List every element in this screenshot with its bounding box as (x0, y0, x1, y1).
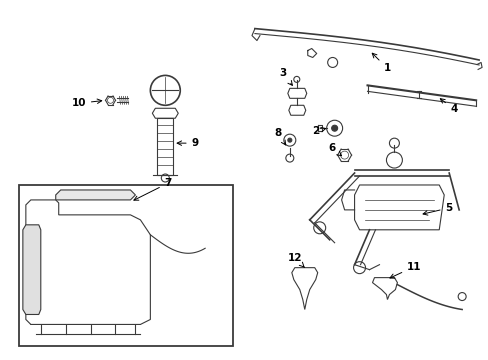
Polygon shape (26, 200, 150, 324)
Text: 6: 6 (327, 143, 341, 156)
Polygon shape (157, 118, 173, 175)
Text: 3: 3 (279, 68, 292, 85)
Polygon shape (291, 268, 317, 310)
Text: 5: 5 (422, 203, 452, 215)
Polygon shape (152, 108, 178, 118)
Polygon shape (288, 105, 305, 115)
Text: 12: 12 (287, 253, 304, 267)
Polygon shape (354, 185, 443, 230)
Polygon shape (56, 190, 135, 200)
Polygon shape (372, 278, 397, 300)
Bar (19, 185, 233, 346)
Text: 2: 2 (311, 126, 325, 136)
Polygon shape (287, 88, 306, 98)
Polygon shape (23, 225, 41, 315)
Text: 8: 8 (274, 128, 285, 145)
Circle shape (287, 138, 291, 142)
Text: 10: 10 (71, 98, 102, 108)
Text: 11: 11 (389, 262, 421, 278)
Text: 9: 9 (177, 138, 198, 148)
Text: 1: 1 (371, 53, 390, 73)
Circle shape (331, 125, 337, 131)
Text: 4: 4 (439, 99, 457, 114)
Text: 7: 7 (134, 178, 172, 200)
